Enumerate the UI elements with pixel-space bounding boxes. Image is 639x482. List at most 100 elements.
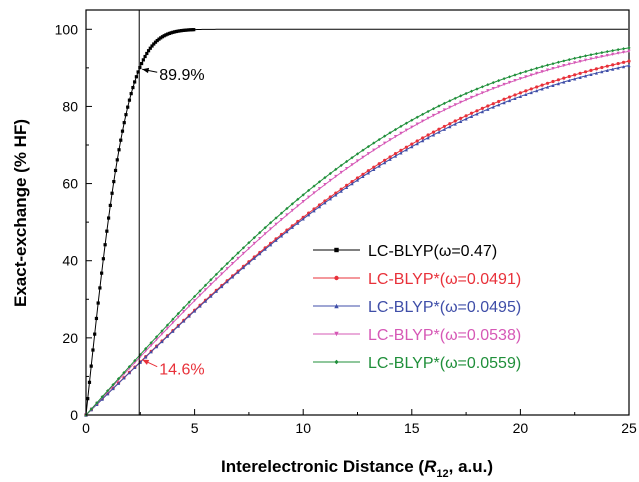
data-point	[182, 310, 186, 314]
y-tick-label-2: 40	[62, 253, 78, 269]
data-point	[567, 57, 571, 62]
data-point	[355, 159, 360, 163]
data-point	[383, 134, 387, 138]
data-point	[507, 95, 512, 99]
data-point	[524, 69, 528, 74]
data-point	[502, 77, 506, 81]
data-point	[372, 165, 376, 169]
data-point	[605, 53, 609, 58]
data-point	[269, 243, 273, 247]
y-tick-label-5: 100	[55, 21, 79, 37]
data-point	[486, 107, 490, 111]
data-point	[160, 332, 164, 336]
data-point	[562, 76, 566, 80]
data-point	[214, 289, 218, 293]
data-point	[556, 60, 561, 64]
x-tick-label-1: 5	[191, 420, 199, 436]
data-point	[274, 216, 278, 220]
data-point	[545, 63, 550, 67]
data-point	[383, 161, 387, 165]
data-point	[442, 124, 446, 129]
data-point	[459, 100, 463, 104]
data-point	[573, 73, 577, 77]
legend-label-4: LC-BLYP*(ω=0.0559)	[368, 355, 521, 372]
data-point	[583, 54, 588, 58]
data-point	[535, 89, 539, 93]
data-point	[160, 329, 164, 333]
data-point	[388, 131, 392, 135]
data-point	[491, 81, 495, 85]
data-point	[426, 109, 430, 114]
legend-item-2: LC-BLYP*(ω=0.0495)	[313, 299, 521, 316]
data-point	[117, 148, 121, 152]
data-point	[540, 83, 544, 87]
data-point	[345, 167, 349, 171]
annotation-arrowhead-0	[142, 67, 150, 74]
data-point	[187, 314, 191, 318]
data-point	[203, 299, 208, 303]
data-point	[165, 323, 170, 327]
data-point	[605, 68, 609, 72]
data-point	[241, 251, 246, 256]
data-point	[372, 167, 376, 172]
data-point	[393, 127, 398, 132]
data-point	[176, 324, 180, 328]
data-point	[415, 139, 419, 143]
data-point	[361, 155, 365, 159]
data-point	[108, 203, 112, 208]
data-point	[345, 159, 349, 164]
data-point	[312, 184, 316, 188]
data-point	[518, 71, 522, 75]
data-point	[518, 94, 522, 99]
data-point	[469, 114, 474, 118]
data-point	[621, 65, 626, 69]
data-point	[334, 174, 338, 179]
data-point	[415, 142, 419, 146]
data-point	[529, 87, 533, 91]
data-point	[89, 407, 94, 411]
data-point	[589, 72, 593, 77]
data-point	[583, 70, 588, 74]
data-point	[220, 267, 224, 271]
data-point	[589, 53, 593, 57]
data-point	[600, 65, 604, 70]
data-point	[133, 80, 137, 84]
data-point	[600, 54, 604, 59]
y-axis-label: Exact-exchange (% HF)	[11, 119, 30, 307]
data-point	[193, 309, 197, 313]
data-point	[317, 205, 322, 209]
data-point	[442, 101, 446, 105]
data-point	[113, 168, 118, 173]
data-point	[583, 74, 588, 78]
data-point	[502, 82, 506, 87]
data-point	[100, 395, 104, 399]
data-point	[377, 164, 381, 168]
data-point	[198, 289, 202, 293]
data-point	[231, 275, 235, 279]
data-point	[134, 75, 138, 79]
data-point	[328, 197, 332, 201]
data-point	[122, 121, 126, 125]
data-point	[122, 376, 126, 380]
legend-item-0: LC-BLYP(ω=0.47)	[313, 243, 497, 260]
data-point	[361, 148, 365, 152]
data-point	[116, 376, 121, 381]
data-point	[540, 87, 544, 91]
data-point	[323, 182, 327, 187]
data-point	[144, 349, 148, 353]
data-point	[377, 137, 381, 142]
data-point	[600, 50, 604, 55]
data-point	[285, 230, 289, 234]
data-point	[236, 270, 240, 274]
data-point	[91, 348, 95, 352]
data-point	[187, 304, 191, 308]
data-point	[209, 282, 213, 287]
data-point	[307, 213, 311, 217]
data-point	[518, 91, 522, 95]
x-axis-label-suffix: , a.u.)	[449, 457, 493, 476]
data-point	[589, 68, 593, 72]
data-point	[410, 145, 414, 149]
data-point	[431, 113, 436, 118]
data-point	[573, 56, 577, 60]
annotation-0: 89.9%	[142, 67, 205, 84]
